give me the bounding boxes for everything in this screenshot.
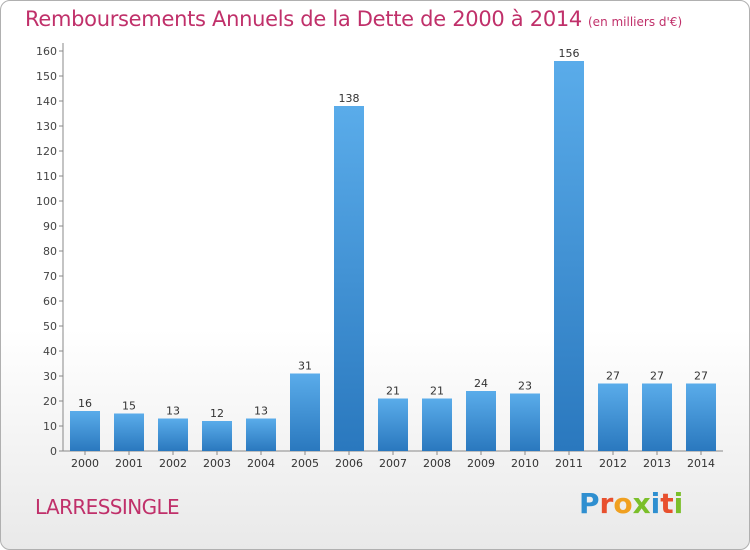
chart-axes: 0 10 20 30 40 50 60 70 80 90 100 110 120 130 140 150 160… (36, 43, 723, 470)
bar-value-label: 156 (559, 47, 580, 60)
bar-value-label: 13 (166, 405, 180, 418)
bar (290, 373, 320, 451)
bar (422, 398, 452, 451)
bar-value-label: 24 (474, 377, 488, 390)
bar-value-label: 16 (78, 397, 92, 410)
x-tick-label: 2000 (71, 457, 99, 470)
x-tick-label: 2005 (291, 457, 319, 470)
bar-value-label: 27 (694, 370, 708, 383)
bar-value-label: 21 (386, 385, 400, 398)
y-tick-label: 50 (43, 320, 57, 333)
y-tick-label: 160 (36, 45, 57, 58)
bar-value-label: 21 (430, 385, 444, 398)
x-tick-label: 2014 (687, 457, 715, 470)
bar (598, 383, 628, 451)
bar-value-label: 27 (650, 370, 664, 383)
bar (378, 398, 408, 451)
bar-value-label: 12 (210, 407, 224, 420)
y-tick-label: 20 (43, 395, 57, 408)
logo-letter: P (579, 487, 600, 520)
y-tick-label: 100 (36, 195, 57, 208)
logo-letter: x (632, 487, 651, 520)
y-tick-label: 90 (43, 220, 57, 233)
bar (202, 421, 232, 451)
bar (686, 383, 716, 451)
bar (158, 418, 188, 451)
commune-name: LARRESSINGLE (35, 495, 180, 519)
bar (554, 61, 584, 451)
bar-value-label: 23 (518, 380, 532, 393)
x-tick-label: 2002 (159, 457, 187, 470)
chart-subtitle: (en milliers d'€) (588, 15, 683, 29)
bar (114, 413, 144, 451)
logo-letter: t (660, 487, 674, 520)
logo-letter: i (673, 487, 684, 520)
x-tick-label: 2003 (203, 457, 231, 470)
bar (510, 393, 540, 451)
chart-bars: 16 15 13 12 13 31 138 21 21 24 23 156 27 27 27 (70, 47, 716, 451)
x-tick-label: 2001 (115, 457, 143, 470)
bar (642, 383, 672, 451)
bar-value-label: 15 (122, 400, 136, 413)
x-tick-label: 2006 (335, 457, 363, 470)
chart-title-text: Remboursements Annuels de la Dette de 20… (25, 7, 582, 31)
y-tick-label: 150 (36, 70, 57, 83)
x-tick-label: 2012 (599, 457, 627, 470)
y-tick-label: 30 (43, 370, 57, 383)
x-tick-label: 2013 (643, 457, 671, 470)
logo-letter: i (650, 487, 661, 520)
logo-letter: r (599, 487, 614, 520)
bar (246, 418, 276, 451)
y-tick-label: 130 (36, 120, 57, 133)
bar (466, 391, 496, 451)
y-tick-label: 140 (36, 95, 57, 108)
bar-value-label: 27 (606, 370, 620, 383)
y-tick-label: 70 (43, 270, 57, 283)
bar-value-label: 138 (339, 92, 360, 105)
logo-letter: o (613, 487, 633, 520)
y-tick-label: 60 (43, 295, 57, 308)
x-tick-label: 2011 (555, 457, 583, 470)
bar-value-label: 31 (298, 360, 312, 373)
y-tick-label: 120 (36, 145, 57, 158)
y-tick-label: 40 (43, 345, 57, 358)
bar-value-label: 13 (254, 405, 268, 418)
x-tick-label: 2008 (423, 457, 451, 470)
y-tick-label: 80 (43, 245, 57, 258)
x-tick-label: 2009 (467, 457, 495, 470)
chart-title: Remboursements Annuels de la Dette de 20… (25, 7, 682, 31)
x-tick-label: 2004 (247, 457, 275, 470)
x-tick-label: 2010 (511, 457, 539, 470)
x-tick-label: 2007 (379, 457, 407, 470)
proxiti-logo: Proxiti (579, 487, 683, 520)
bar (70, 411, 100, 451)
y-tick-label: 10 (43, 420, 57, 433)
y-tick-label: 110 (36, 170, 57, 183)
y-tick-label: 0 (50, 445, 57, 458)
bar (334, 106, 364, 451)
